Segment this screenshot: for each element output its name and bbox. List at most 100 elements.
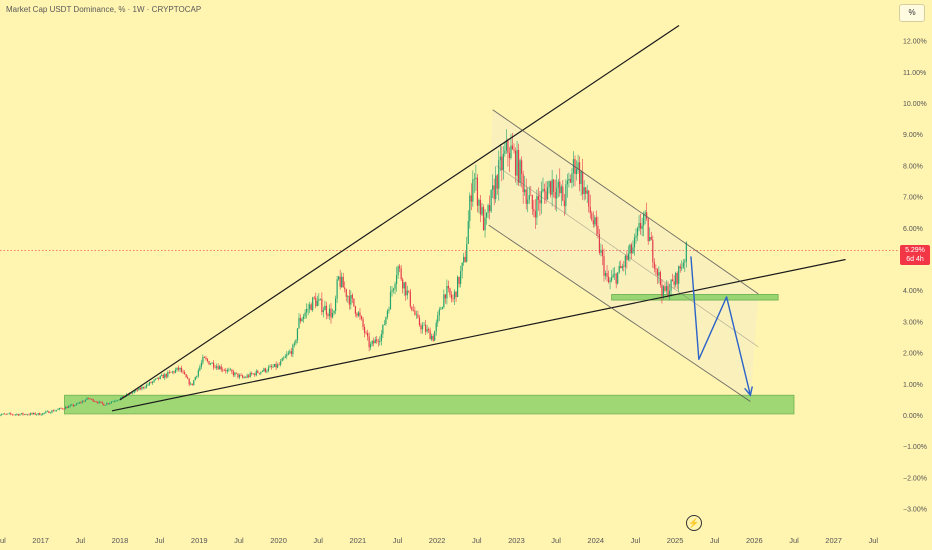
candle-body [339, 276, 341, 287]
candle-94 [139, 386, 141, 391]
percent-scale-button[interactable]: % [899, 4, 925, 22]
candle-body [112, 401, 114, 402]
candle-body [277, 364, 279, 368]
candle-body [411, 306, 413, 311]
candle-body [48, 411, 50, 414]
candle-body [496, 175, 498, 189]
lightning-icon[interactable]: ⚡ [686, 515, 702, 531]
x-tick-label: Jul [869, 536, 879, 545]
candle-body [624, 255, 626, 267]
candle-body [174, 369, 177, 373]
candle-215 [324, 300, 326, 311]
candle-body [578, 162, 581, 185]
candle-body [428, 329, 430, 331]
candle-body [330, 308, 332, 318]
candle-body [40, 414, 42, 416]
candle-69 [101, 401, 103, 405]
candle-154 [231, 368, 233, 375]
candle-268 [405, 281, 407, 301]
candle-body [71, 404, 73, 406]
candle-body [502, 153, 504, 170]
candle-387 [586, 184, 588, 204]
candle-body [151, 381, 154, 384]
candle-body [516, 149, 518, 176]
candle-body [334, 298, 337, 311]
candle-body [187, 377, 189, 379]
candle-body [219, 366, 221, 370]
candle-body [415, 314, 418, 316]
candle-body [452, 298, 454, 300]
candle-body [505, 140, 507, 151]
candle-186 [280, 358, 282, 367]
candle-body [357, 312, 360, 316]
candle-199 [299, 314, 302, 324]
candle-121 [180, 365, 183, 373]
candle-body [517, 149, 520, 183]
candle-113 [168, 370, 170, 374]
candle-141 [211, 362, 213, 364]
candle-body [107, 403, 109, 404]
x-tick-label: 2017 [32, 536, 49, 545]
candle-body [679, 266, 681, 269]
candle-328 [496, 174, 498, 195]
x-tick-label: Jul [789, 536, 799, 545]
candle-body [476, 177, 479, 206]
candle-397 [601, 244, 604, 266]
lower-trendline [111, 258, 846, 412]
candle-349 [528, 186, 530, 204]
x-tick-label: 2026 [746, 536, 763, 545]
candle-57 [83, 400, 85, 402]
candle-389 [589, 194, 591, 219]
candle-body [374, 339, 376, 344]
candle-body [31, 413, 33, 415]
candle-body [373, 340, 375, 344]
candle-body [626, 255, 628, 260]
candle-body [74, 405, 76, 407]
candle-120 [179, 367, 181, 373]
candle-44 [63, 407, 65, 410]
candle-109 [162, 373, 164, 379]
candle-294 [444, 294, 446, 304]
candle-body [89, 398, 91, 400]
candle-body [490, 189, 492, 212]
candle-68 [100, 401, 102, 404]
candle-131 [196, 375, 198, 379]
x-tick-label: Jul [234, 536, 244, 545]
candle-348 [527, 187, 529, 213]
candle-382 [578, 156, 581, 192]
candle-262 [395, 266, 398, 292]
candle-239 [360, 315, 363, 321]
x-tick-label: Jul [710, 536, 720, 545]
candle-203 [306, 303, 308, 319]
candle-body [293, 343, 296, 345]
candle-63 [92, 398, 94, 403]
candle-body [33, 412, 35, 415]
candle-134 [200, 359, 202, 370]
candle-body [220, 366, 222, 370]
candle-body [190, 383, 192, 385]
y-axis[interactable]: 12.00% 11.00% 10.00% 9.00% 8.00% 7.00% 6.00% 5.… [903, 39, 927, 514]
candle-body [331, 313, 334, 318]
candle-123 [184, 370, 186, 375]
candle-391 [592, 211, 594, 228]
candle-173 [260, 371, 262, 376]
candle-221 [333, 310, 335, 316]
candle-body [278, 364, 280, 366]
candle-body [603, 256, 605, 276]
candle-body [14, 414, 16, 416]
candle-222 [334, 295, 337, 315]
candle-body [75, 403, 77, 406]
y-tick-label: 2.00% [903, 351, 923, 358]
candle-275 [415, 310, 418, 319]
candle-body [28, 414, 30, 416]
candle-434 [658, 266, 660, 284]
candle-211 [318, 293, 320, 306]
candle-body [522, 174, 524, 193]
candle-370 [560, 184, 562, 207]
candle-326 [493, 178, 495, 206]
x-axis[interactable]: Jul 2017 Jul 2018 Jul 2019 Jul 2020 Jul 2021 Jul 20… [0, 536, 878, 545]
candle-body [100, 401, 102, 403]
candle-442 [670, 279, 672, 297]
candle-body [434, 331, 436, 341]
